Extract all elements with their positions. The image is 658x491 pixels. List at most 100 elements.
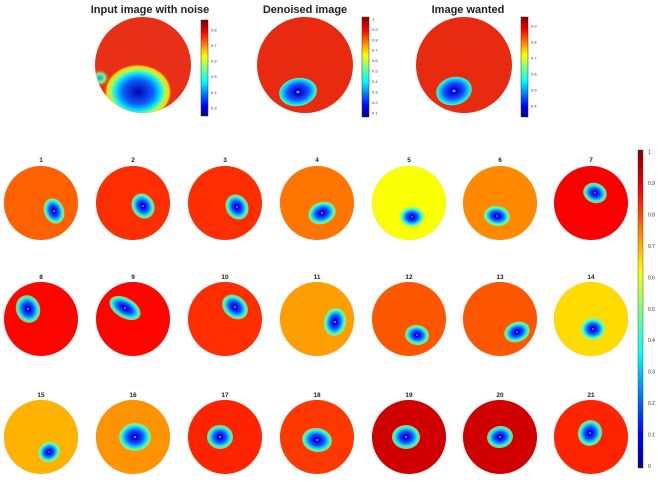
anomaly — [111, 297, 139, 319]
reconstruction-disk — [462, 281, 538, 357]
wanted-image — [416, 17, 512, 113]
colorbar-tick-label: 0.6 — [372, 58, 378, 63]
anomaly — [402, 209, 422, 225]
reconstruction-label: 8 — [39, 274, 43, 281]
anomaly — [585, 184, 605, 202]
colorbar-tick-label: 0.7 — [531, 55, 537, 60]
reconstruction-disk — [3, 281, 79, 357]
reconstruction-12: 12 — [371, 274, 447, 357]
reconstruction-disk — [3, 165, 79, 241]
colorbar-tick-label: 0 — [648, 464, 651, 470]
colorbar-tick-label: 0.9 — [531, 23, 537, 28]
reconstruction-label: 13 — [496, 274, 504, 281]
anomaly — [133, 195, 153, 217]
reconstruction-label: 21 — [587, 392, 595, 399]
reconstruction-label: 9 — [131, 274, 135, 281]
reconstruction-label: 7 — [589, 157, 593, 164]
reconstruction-15: 15 — [3, 392, 79, 475]
anomaly — [486, 207, 508, 225]
reconstruction-2: 2 — [95, 157, 171, 241]
colorbar-tick-label: 0.9 — [648, 181, 655, 187]
colorbar-tick-label: 0.6 — [211, 59, 217, 64]
anomaly — [209, 427, 231, 447]
reconstruction-14: 14 — [553, 274, 629, 357]
anomaly — [224, 296, 246, 318]
anomaly — [394, 427, 418, 447]
reconstruction-label: 2 — [131, 157, 135, 164]
colorbar-tick-label: 0.7 — [372, 48, 378, 53]
colorbar-tick-label: 0.4 — [372, 79, 378, 84]
anomaly — [583, 320, 603, 338]
colorbar-ticks: 0.9 0.8 0.7 0.6 0.5 0.4 — [531, 23, 537, 108]
anomaly — [304, 429, 330, 451]
reconstruction-label: 1 — [39, 157, 43, 164]
reconstruction-1: 1 — [3, 157, 79, 241]
reconstruction-disk — [279, 165, 355, 241]
denoised-image — [257, 17, 353, 113]
reconstruction-disk — [3, 399, 79, 475]
reconstruction-disk — [279, 281, 355, 357]
reconstruction-disk — [553, 165, 629, 241]
colorbar-tick-label: 0.6 — [648, 275, 655, 281]
reconstruction-label: 5 — [407, 157, 411, 164]
colorbar — [200, 19, 209, 117]
colorbar-tick-label: 0.7 — [648, 244, 655, 250]
reconstruction-label: 20 — [496, 392, 504, 399]
reconstruction-label: 11 — [314, 274, 321, 281]
colorbar-tick-label: 0.4 — [648, 338, 655, 344]
anomaly — [506, 323, 528, 341]
anomaly — [45, 200, 63, 222]
reconstruction-label: 18 — [313, 392, 321, 399]
colorbar — [361, 16, 370, 118]
reconstruction-disk — [371, 165, 447, 241]
colorbar — [520, 16, 529, 118]
colorbar-tick-label: 0.4 — [211, 90, 217, 95]
colorbar-tick-label: 0.1 — [648, 432, 655, 438]
colorbar-tick-label: 0.2 — [372, 100, 378, 105]
anomaly — [40, 443, 58, 461]
reconstruction-label: 4 — [315, 157, 319, 164]
colorbar-tick-label: 0.5 — [372, 69, 378, 74]
colorbar-tick-label: 0.8 — [372, 37, 378, 42]
colorbar-tick-label: 0.5 — [648, 307, 655, 313]
reconstruction-6: 6 — [462, 157, 538, 241]
reconstruction-9: 9 — [95, 274, 171, 357]
colorbar-tick-label: 0.9 — [372, 27, 378, 32]
reconstruction-17: 17 — [187, 392, 263, 475]
anomaly — [407, 326, 427, 344]
colorbar-ticks: 0.8 0.7 0.6 0.5 0.4 0.3 — [211, 27, 217, 110]
colorbar-tick-label: 0.7 — [211, 43, 217, 48]
top-panel-input: Input image with noise 0.80.70.60.50.40.… — [91, 4, 217, 117]
reconstruction-19: 19 — [371, 392, 447, 475]
reconstruction-disk — [187, 165, 263, 241]
anomaly — [121, 425, 149, 449]
colorbar-tick-label: 0.1 — [372, 110, 378, 115]
anomaly — [325, 310, 345, 334]
reconstruction-5: 5 — [371, 157, 447, 241]
colorbar-tick-label: 0.8 — [211, 27, 217, 32]
colorbar-ticks: 1 0.9 0.8 0.7 0.6 0.5 0.4 0.3 0.2 0.1 — [372, 16, 378, 115]
colorbar-tick-label: 0.4 — [531, 103, 537, 108]
anomaly — [227, 196, 247, 218]
top-panel-wanted: Image wanted 0.9 0.8 0.7 0.6 0.5 0.4 — [416, 4, 537, 118]
colorbar-tick-label: 0.6 — [531, 71, 537, 76]
reconstruction-11: 11 — [279, 274, 355, 357]
colorbar-tick-label: 0.3 — [211, 105, 217, 110]
colorbar-tick-label: 0.5 — [211, 74, 217, 79]
colorbar-tick-label: 0.8 — [648, 213, 655, 219]
reconstruction-label: 15 — [37, 392, 45, 399]
reconstruction-label: 19 — [405, 392, 413, 399]
colorbar-ticks: 1 0.9 0.8 0.7 0.6 0.5 0.4 0.3 0.2 0.1 0 — [648, 150, 655, 470]
reconstruction-8: 8 — [3, 274, 79, 357]
reconstruction-7: 7 — [553, 157, 629, 241]
reconstruction-label: 3 — [223, 157, 227, 164]
main-colorbar: 1 0.9 0.8 0.7 0.6 0.5 0.4 0.3 0.2 0.1 0 — [637, 150, 655, 470]
colorbar-tick-label: 0.8 — [531, 39, 537, 44]
reconstruction-label: 16 — [129, 392, 137, 399]
reconstruction-10: 10 — [187, 274, 263, 357]
reconstruction-disk — [462, 165, 538, 241]
anomaly — [17, 297, 39, 321]
input-image — [95, 17, 191, 113]
